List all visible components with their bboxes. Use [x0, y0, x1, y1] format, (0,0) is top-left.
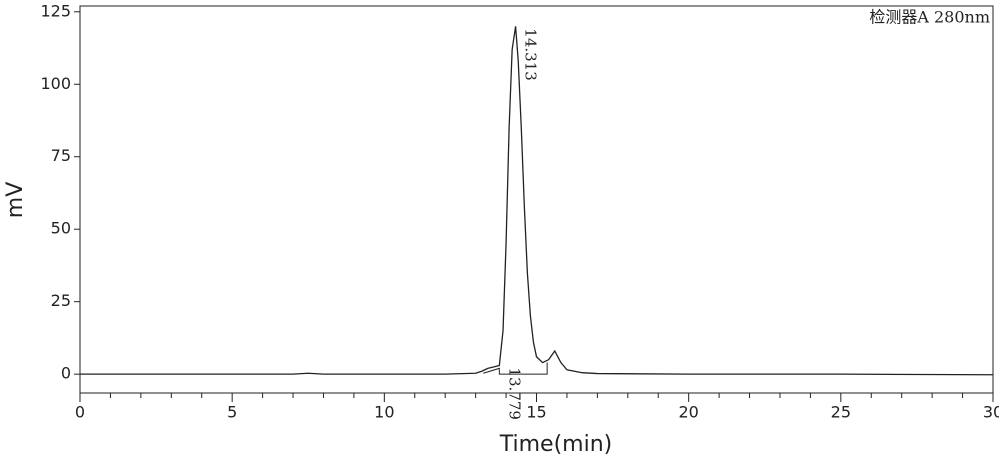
peak-label: 14.313 — [522, 28, 540, 81]
x-tick-label: 10 — [374, 403, 394, 422]
y-tick-label: 125 — [40, 1, 71, 20]
y-tick-label: 50 — [51, 219, 71, 238]
x-tick-label: 5 — [227, 403, 237, 422]
x-tick-label: 25 — [831, 403, 851, 422]
y-tick-label: 75 — [51, 146, 71, 165]
y-axis-label: mV — [3, 182, 28, 218]
x-tick-label: 30 — [983, 403, 999, 422]
y-tick-label: 100 — [40, 74, 71, 93]
x-tick-label: 20 — [678, 403, 698, 422]
integration-baseline — [483, 362, 548, 375]
y-tick-label: 25 — [51, 291, 71, 310]
x-tick-label: 0 — [75, 403, 85, 422]
x-axis-label: Time(min) — [499, 432, 613, 457]
chromatogram-trace — [80, 26, 994, 376]
peak-label: 13.779 — [505, 367, 523, 420]
detector-label: 检测器A 280nm — [869, 8, 990, 27]
x-tick-label: 15 — [526, 403, 546, 422]
y-tick-label: 0 — [61, 364, 71, 383]
